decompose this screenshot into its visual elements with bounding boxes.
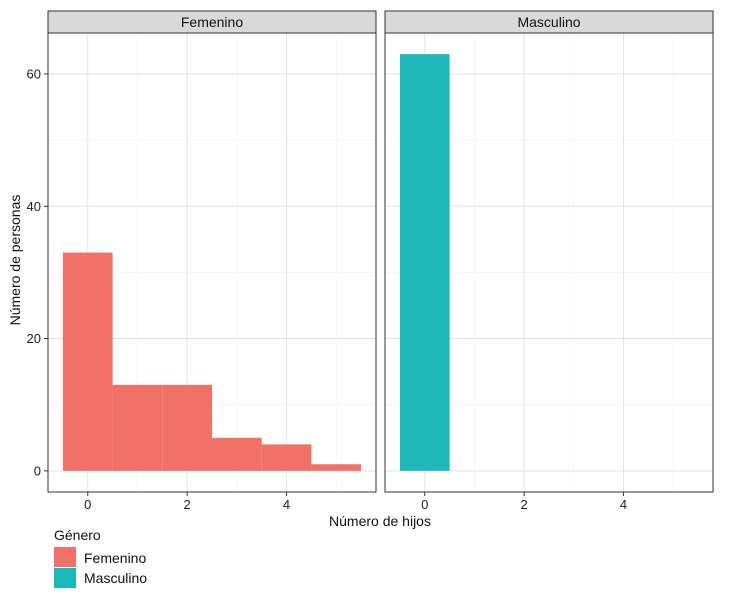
strip-label-masculino: Masculino bbox=[517, 14, 580, 30]
y-axis-title: Número de personas bbox=[7, 195, 23, 326]
x-tick-label-femenino: 2 bbox=[184, 497, 191, 512]
legend-key-masculino bbox=[54, 568, 76, 588]
bar-femenino-5 bbox=[311, 464, 362, 471]
bar-femenino-0 bbox=[62, 252, 113, 471]
x-tick-label-femenino: 4 bbox=[283, 497, 290, 512]
bar-masculino-0 bbox=[399, 54, 450, 471]
y-tick-label: 60 bbox=[27, 67, 41, 82]
panel-masculino: Masculino 0 2 4 bbox=[384, 10, 714, 512]
bar-femenino-1 bbox=[112, 384, 163, 471]
y-tick-label: 0 bbox=[34, 463, 41, 478]
x-tick-label-masculino: 4 bbox=[620, 497, 627, 512]
strip-label-femenino: Femenino bbox=[181, 14, 243, 30]
bar-femenino-2 bbox=[162, 384, 212, 471]
legend: Género Femenino Masculino bbox=[54, 527, 147, 588]
panel-border-masculino bbox=[384, 32, 714, 493]
x-tick-label-masculino: 2 bbox=[521, 497, 528, 512]
y-tick-label: 20 bbox=[27, 331, 41, 346]
x-axis-title: Número de hijos bbox=[329, 513, 431, 529]
legend-label-femenino: Femenino bbox=[84, 550, 146, 566]
x-tick-label-masculino: 0 bbox=[421, 497, 428, 512]
x-tick-label-femenino: 0 bbox=[84, 497, 91, 512]
bar-femenino-4 bbox=[261, 444, 312, 471]
panel-border-femenino bbox=[47, 32, 377, 493]
legend-label-masculino: Masculino bbox=[84, 570, 147, 586]
bar-femenino-3 bbox=[212, 437, 262, 471]
legend-title: Género bbox=[54, 527, 101, 543]
y-tick-label: 40 bbox=[27, 199, 41, 214]
legend-key-femenino bbox=[54, 547, 76, 567]
